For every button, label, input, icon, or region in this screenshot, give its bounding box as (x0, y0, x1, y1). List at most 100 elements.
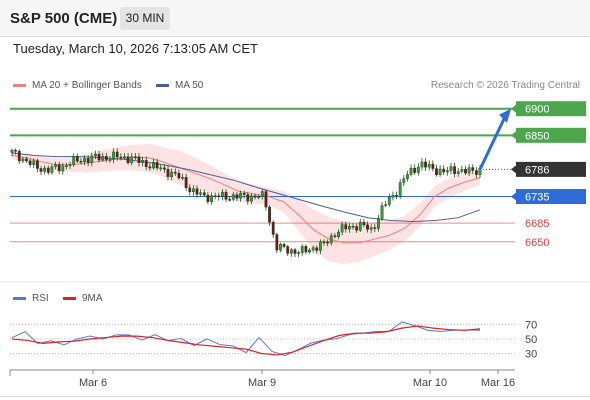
level-tag-6850 (516, 127, 586, 143)
rsi-tick-50: 50 (525, 334, 537, 346)
candle-body (395, 195, 398, 197)
x-label-mar-9: Mar 9 (248, 377, 276, 389)
candle-body (398, 182, 402, 196)
legend-ma50: MA 50 (156, 80, 203, 91)
candle-body (90, 155, 94, 163)
candle-body (460, 169, 464, 172)
candle-body (202, 192, 206, 196)
candle-body (166, 169, 170, 178)
legend-rsi: RSI (13, 293, 49, 304)
x-label-mar-10: Mar 10 (413, 377, 447, 389)
candle-body (68, 164, 72, 166)
level-label-6900: 6900 (525, 104, 549, 116)
candle-body (39, 168, 43, 172)
candle-body (347, 226, 351, 230)
candle-body (112, 151, 115, 160)
instrument-title: S&P 500 (CME) (10, 10, 118, 27)
candle-body (173, 171, 177, 174)
report-datetime: Tuesday, March 10, 2026 7:13:05 AM CET (13, 41, 258, 56)
level-tag-arrow-6786 (511, 165, 516, 174)
ma50-line (11, 152, 481, 223)
candle-body (246, 194, 250, 202)
candle-body (123, 156, 126, 158)
candle-body (32, 160, 36, 165)
candle-body (369, 227, 373, 230)
candle-body (108, 159, 112, 161)
candle-body (224, 191, 228, 200)
timeframe-button[interactable]: 30 MIN (120, 7, 170, 30)
candle-body (431, 163, 435, 169)
candle-body (391, 195, 395, 198)
candle-body (17, 150, 21, 162)
candle-body (126, 156, 130, 164)
candle-body (453, 166, 457, 174)
x-label-mar-6: Mar 6 (79, 377, 107, 389)
candle-body (344, 224, 348, 230)
level-tag-6786 (516, 161, 586, 177)
level-tag-arrow-6735 (511, 192, 516, 201)
level-tag-arrow-6900 (511, 104, 516, 113)
candle-body (144, 160, 148, 167)
candle-body (235, 194, 239, 199)
rsi-label: RSI (32, 293, 49, 304)
candle-body (438, 168, 442, 175)
candle-body (115, 151, 119, 158)
candle-body (474, 170, 478, 175)
candle-body (329, 235, 333, 244)
rsi-line (11, 321, 481, 357)
candle-body (228, 199, 232, 201)
forecast-arrowhead (499, 108, 511, 123)
candle-body (79, 161, 83, 163)
ma20-line (11, 155, 481, 244)
candle-body (213, 195, 217, 197)
candle-body (315, 247, 319, 251)
candle-body (21, 158, 25, 162)
candle-body (253, 195, 257, 198)
candle-body (86, 158, 90, 163)
candle-body (300, 246, 304, 253)
x-label-mar-16: Mar 16 (481, 377, 515, 389)
level-tag-6900 (516, 101, 586, 117)
rsi-ma-swatch (63, 296, 76, 300)
candle-body (384, 204, 388, 206)
candle-body (184, 177, 188, 189)
candle-body (289, 249, 293, 254)
candle-body (264, 191, 268, 208)
candle-body (257, 196, 261, 198)
ma20-swatch (13, 83, 26, 87)
candle-body (65, 165, 68, 167)
candle-body (366, 224, 369, 230)
candle-body (206, 194, 210, 202)
candle-body (406, 174, 409, 179)
candle-body (148, 166, 152, 169)
header-bar: S&P 500 (CME) 30 MIN (0, 0, 590, 37)
rsi-tick-30: 30 (525, 349, 537, 361)
candle-body (286, 246, 290, 254)
candle-body (61, 165, 65, 172)
candle-body (373, 227, 377, 229)
copyright-text: Research © 2026 Trading Central (430, 80, 580, 91)
candle-body (427, 163, 431, 168)
candle-body (449, 166, 453, 171)
candle-body (155, 162, 159, 169)
candle-body (337, 231, 340, 237)
candle-body (304, 246, 308, 253)
candle-body (442, 168, 446, 173)
candle-body (318, 241, 322, 251)
candle-body (54, 164, 57, 167)
candle-body (340, 224, 344, 233)
candle-body (377, 218, 380, 229)
candle-body (420, 161, 424, 168)
candle-body (46, 167, 50, 173)
candle-body (409, 167, 413, 175)
candle-body (181, 177, 184, 179)
candle-body (242, 193, 246, 195)
candle-body (130, 156, 134, 164)
candle-body (471, 167, 475, 171)
level-label-6850: 6850 (525, 130, 549, 142)
candle-body (210, 195, 213, 202)
candle-body (380, 205, 384, 219)
candle-body (221, 191, 224, 198)
candle-body (133, 156, 137, 158)
candle-body (275, 234, 279, 251)
